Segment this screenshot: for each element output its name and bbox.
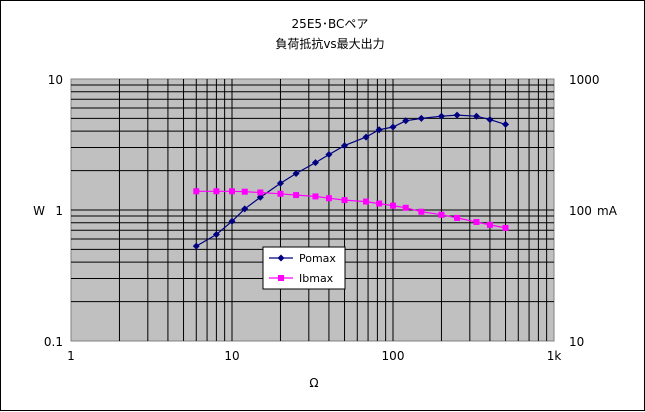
data-point-pomax-17 <box>472 112 480 120</box>
data-point-pomax-12 <box>389 123 397 131</box>
x-tick-label-1: 10 <box>224 349 239 363</box>
data-point-pomax-13 <box>402 117 410 125</box>
x-axis-label: Ω <box>309 376 318 390</box>
x-tick-label-2: 100 <box>382 349 405 363</box>
data-point-pomax-6 <box>292 169 300 177</box>
series-layer <box>192 111 510 250</box>
data-point-ibmax-4 <box>257 189 264 196</box>
data-point-ibmax-19 <box>502 224 509 231</box>
data-point-ibmax-1 <box>213 188 220 195</box>
chart-subtitle: 負荷抵抗vs最大出力 <box>275 36 384 51</box>
legend-marker-pomax <box>277 254 285 262</box>
legend-label-pomax: Pomax <box>299 252 336 265</box>
data-point-pomax-4 <box>256 193 264 201</box>
y2-axis-label: mA <box>597 204 618 218</box>
gridlines <box>71 79 554 341</box>
data-point-pomax-9 <box>341 142 349 150</box>
data-point-pomax-3 <box>241 205 249 213</box>
data-point-ibmax-16 <box>454 214 461 221</box>
data-point-pomax-18 <box>486 116 494 124</box>
data-point-pomax-2 <box>228 217 236 225</box>
chart-title: 25E5･BCペア <box>292 17 369 31</box>
data-point-pomax-11 <box>375 126 383 134</box>
data-point-ibmax-0 <box>193 188 200 195</box>
data-point-ibmax-10 <box>363 198 370 205</box>
y2-tick-label-1: 100 <box>569 204 592 218</box>
data-point-ibmax-6 <box>293 192 300 199</box>
data-point-pomax-15 <box>437 112 445 120</box>
y-tick-label-2: 10 <box>48 73 63 87</box>
data-point-pomax-8 <box>325 151 333 159</box>
data-point-ibmax-12 <box>390 202 396 209</box>
legend: Pomax Ibmax <box>262 246 346 290</box>
data-point-ibmax-8 <box>325 195 332 202</box>
legend-marker-ibmax <box>278 275 284 281</box>
y-tick-label-1: 1 <box>55 204 63 218</box>
data-point-pomax-10 <box>362 133 370 141</box>
y-axis-label: W <box>33 204 45 218</box>
y-tick-label-0: 0.1 <box>44 335 63 349</box>
data-point-ibmax-13 <box>402 204 409 211</box>
data-point-ibmax-15 <box>438 211 445 218</box>
data-point-ibmax-7 <box>312 193 319 200</box>
data-point-ibmax-2 <box>229 188 235 195</box>
legend-box <box>262 246 346 290</box>
data-point-pomax-19 <box>502 120 510 128</box>
data-point-pomax-0 <box>192 242 200 250</box>
data-point-pomax-7 <box>311 159 319 167</box>
data-point-pomax-16 <box>453 111 461 119</box>
data-point-ibmax-14 <box>418 208 425 215</box>
x-tick-label-0: 1 <box>67 349 75 363</box>
data-point-pomax-14 <box>417 114 425 122</box>
data-point-ibmax-18 <box>486 221 493 228</box>
data-point-pomax-5 <box>276 179 284 187</box>
y2-tick-label-0: 10 <box>569 335 584 349</box>
data-point-ibmax-11 <box>376 200 383 207</box>
legend-label-ibmax: Ibmax <box>299 272 334 285</box>
data-point-ibmax-17 <box>473 218 480 225</box>
data-point-ibmax-3 <box>241 188 248 195</box>
x-tick-label-3: 1k <box>547 349 562 363</box>
data-point-ibmax-9 <box>341 197 348 204</box>
data-point-ibmax-5 <box>277 190 284 197</box>
y2-tick-label-2: 1000 <box>569 73 600 87</box>
data-point-pomax-1 <box>212 231 220 239</box>
